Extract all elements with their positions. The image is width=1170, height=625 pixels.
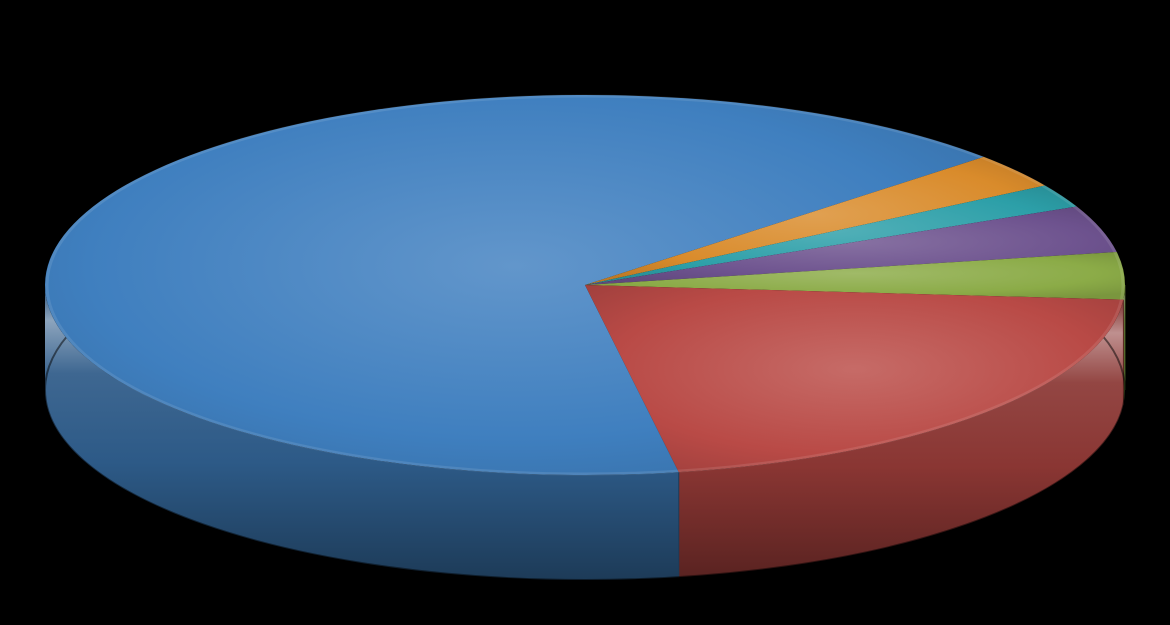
pie-top-faces xyxy=(45,95,1125,475)
pie-chart-3d xyxy=(0,0,1170,625)
